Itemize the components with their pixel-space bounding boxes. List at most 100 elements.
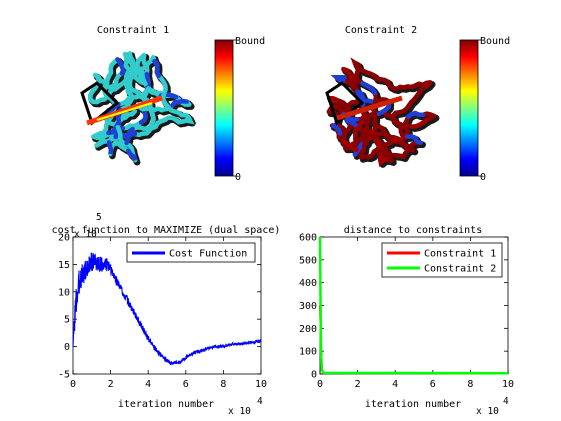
- structure-segment: [126, 58, 144, 74]
- structure-segment: [372, 109, 378, 130]
- panel4-x-exponent: x 10: [476, 406, 499, 417]
- dist-y-tick-label: 500: [299, 255, 317, 266]
- structure-segment: [342, 138, 359, 152]
- cost-x-tick-label: 10: [255, 379, 267, 390]
- structure-segment: [107, 81, 124, 96]
- structure-segment: [352, 139, 367, 157]
- panel4-xlabel: iteration number: [365, 399, 461, 410]
- structure-segment: [138, 106, 149, 125]
- dist-x-tick-label: 4: [392, 379, 398, 390]
- cost-y-tick-label: 0: [64, 342, 70, 353]
- structure-segment: [106, 140, 114, 155]
- dist-y-tick-label: 200: [299, 324, 317, 335]
- structure-segment: [401, 81, 422, 90]
- structure-segment: [405, 134, 423, 146]
- structure-plot-1: [80, 51, 196, 166]
- cost-x-tick-label: 2: [108, 379, 114, 390]
- structure-segment: [96, 74, 112, 90]
- cost-y-tick-label: 15: [58, 260, 70, 271]
- structure-segment: [133, 69, 148, 87]
- panel3-x-exponent: x 10: [228, 406, 251, 417]
- cost-x-tick-label: 8: [220, 379, 226, 390]
- structure-segment: [180, 112, 195, 125]
- structure-segment: [342, 66, 354, 80]
- structure-highlight: [336, 95, 403, 121]
- structure-segment: [148, 109, 156, 130]
- cost-y-tick-label: 5: [64, 315, 70, 326]
- cost-y-tick-label: 10: [58, 287, 70, 298]
- cost-function-line: [72, 252, 262, 366]
- structure-segment: [126, 148, 138, 162]
- structure-segment: [152, 58, 161, 79]
- structure-segment: [330, 75, 347, 84]
- structure-segment: [137, 104, 157, 113]
- cost-x-tick-label: 6: [183, 379, 189, 390]
- structure-segment: [88, 86, 98, 105]
- dist-x-tick-label: 10: [502, 379, 514, 390]
- structure-segment: [360, 129, 368, 149]
- panel3-xlabel: iteration number: [118, 399, 214, 410]
- panel3-y-exponent: x 10: [74, 229, 97, 240]
- structure-segment: [133, 86, 151, 100]
- cost-legend-label: Cost Function: [169, 249, 247, 260]
- dist-legend: [381, 242, 503, 278]
- structure-segment: [124, 126, 135, 146]
- structure-segment: [390, 110, 402, 126]
- dist-y-tick-label: 400: [299, 278, 317, 289]
- colorbar-2-gradient: [459, 39, 479, 177]
- panel-cost-function: cost function to MAXIMIZE (dual space) 5…: [52, 212, 281, 417]
- structure-segment: [119, 109, 138, 121]
- cost-y-tick-label: 20: [58, 233, 70, 244]
- cost-legend: [126, 242, 256, 263]
- structure-segment: [405, 110, 426, 119]
- dist-y-tick-label: 100: [299, 347, 317, 358]
- cost-x-tick-label: 0: [70, 379, 76, 390]
- structure-segment: [377, 152, 390, 168]
- dist-legend-label: Constraint 1: [424, 249, 496, 260]
- dist-y-tick-label: 300: [299, 301, 317, 312]
- structure-segment: [123, 63, 138, 80]
- colorbar-2: Bound 0: [459, 36, 510, 183]
- structure-segment: [115, 124, 125, 145]
- dist-y-tick-label: 600: [299, 233, 317, 244]
- colorbar-1-max-label: Bound: [235, 36, 265, 47]
- panel4-title: distance to constraints: [344, 225, 482, 236]
- dist-legend-label: Constraint 2: [424, 264, 496, 275]
- cost-y-tick-label: -5: [58, 370, 70, 381]
- colorbar-1: Bound 0: [214, 36, 265, 183]
- structure-highlight-core: [96, 102, 153, 121]
- dist-x-tick-label: 2: [355, 379, 361, 390]
- dist-x-tick-label: 6: [430, 379, 436, 390]
- panel-constraint-2: Constraint 2 Bound 0: [325, 25, 510, 183]
- structure-segment: [376, 100, 392, 116]
- panel4-x-exponent-power: 4: [503, 396, 509, 407]
- panel1-title: Constraint 1: [97, 25, 169, 36]
- panel2-title: Constraint 2: [345, 25, 417, 36]
- structure-plot-2: [325, 57, 440, 168]
- colorbar-1-min-label: 0: [235, 172, 241, 183]
- panel3-x-exponent-power: 4: [257, 396, 263, 407]
- structure-helix: [80, 81, 120, 126]
- structure-segment: [124, 89, 135, 108]
- structure-segment: [160, 91, 171, 110]
- structure-helix: [325, 81, 365, 126]
- dist-y-tick-label: 0: [311, 370, 317, 381]
- structure-segment: [331, 123, 343, 136]
- structure-segment: [95, 137, 106, 148]
- structure-segment: [400, 141, 415, 153]
- structure-segment: [390, 132, 409, 144]
- panel-distance: distance to constraints 0 2 4 6 8 10010020030…: [299, 225, 514, 417]
- structure-segment: [113, 119, 122, 140]
- structure-segment: [360, 81, 378, 96]
- structure-segment: [353, 120, 365, 138]
- dist-x-tick-label: 8: [467, 379, 473, 390]
- colorbar-2-min-label: 0: [480, 172, 486, 183]
- colorbar-2-max-label: Bound: [480, 36, 510, 47]
- distance-series-2: [318, 236, 509, 375]
- structure-segment: [149, 117, 168, 131]
- structure-segment: [369, 131, 389, 140]
- structure-segment: [371, 73, 391, 85]
